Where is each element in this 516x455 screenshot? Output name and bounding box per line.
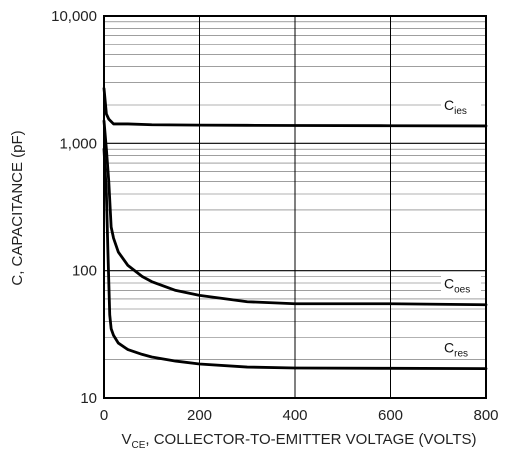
y-tick-label: 10 <box>80 390 97 407</box>
y-tick-label: 1,000 <box>59 135 97 152</box>
plot-border <box>103 15 487 399</box>
series-label-cres: Cres <box>444 340 468 360</box>
series-label-sub: ies <box>454 106 467 117</box>
series-label-sub: oes <box>454 285 470 296</box>
x-axis-title-rest: , COLLECTOR-TO-EMITTER VOLTAGE (VOLTS) <box>145 431 476 448</box>
series-label-sub: res <box>454 349 468 360</box>
x-tick-label: 600 <box>378 407 403 424</box>
series-line-coes <box>102 119 488 307</box>
tick-labels: 0 200 400 600 800 10 100 1,000 10,000 <box>51 8 498 424</box>
series-label-backdrop <box>441 339 481 359</box>
y-axis-title: C, CAPACITANCE (pF) <box>9 130 26 285</box>
x-tick-label: 800 <box>473 407 498 424</box>
x-tick-label: 400 <box>282 407 307 424</box>
series-label-backdrop <box>441 96 481 116</box>
x-axis-title: VCE, COLLECTOR-TO-EMITTER VOLTAGE (VOLTS… <box>121 431 476 451</box>
series-label-coes: Coes <box>444 276 470 296</box>
series-lines <box>102 87 488 371</box>
series-label-main: C <box>444 276 454 292</box>
x-axis-title-sub: CE <box>131 440 145 451</box>
series-label-cies: Cies <box>444 97 467 117</box>
grid <box>104 16 486 398</box>
series-line-cies <box>102 87 488 128</box>
y-tick-label: 100 <box>72 263 97 280</box>
series-label-main: C <box>444 340 454 356</box>
series-line-cres <box>102 147 488 371</box>
x-tick-label: 200 <box>187 407 212 424</box>
x-axis-title-main: V <box>121 431 131 448</box>
y-tick-label: 10,000 <box>51 8 97 25</box>
x-tick-label: 0 <box>100 407 108 424</box>
series-label-main: C <box>444 97 454 113</box>
series-label-backdrop <box>441 275 481 295</box>
